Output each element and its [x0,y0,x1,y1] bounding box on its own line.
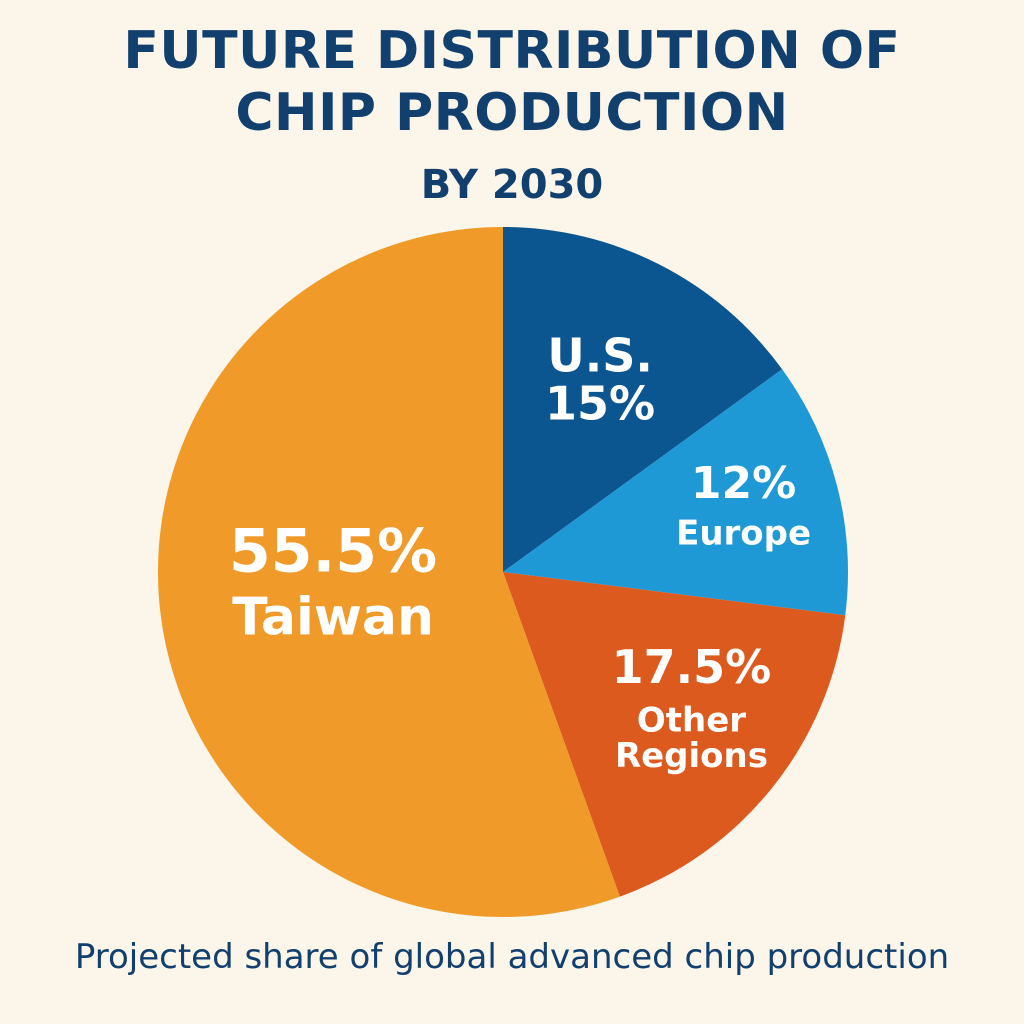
chart-title: FUTURE DISTRIBUTION OF CHIP PRODUCTION [0,20,1024,144]
chart-subtitle: BY 2030 [420,162,604,208]
slice-name-label-u-s: U.S. [547,328,652,382]
slice-value-label-europe: 12% [691,458,796,509]
chart-title-line-1: FUTURE DISTRIBUTION OF [123,21,901,81]
slice-value-label-u-s: 15% [545,377,655,431]
pie-slice-taiwan [158,227,620,917]
pie-slice-europe [503,369,849,616]
slice-name2-label-other-regions: Regions [615,736,768,776]
chart-title-line-2: CHIP PRODUCTION [235,83,789,143]
slice-name-label-other-regions: Other [637,700,746,740]
slice-value-label-other-regions: 17.5% [612,640,772,694]
slice-name-label-europe: Europe [676,513,811,553]
slice-value-label-taiwan: 55.5% [229,517,437,587]
pie-slices [158,227,849,917]
slice-name-label-taiwan: Taiwan [232,588,434,648]
pie-slice-u-s [503,227,783,572]
pie-slice-other-regions [503,572,846,897]
chart-caption: Projected share of global advanced chip … [74,937,950,977]
